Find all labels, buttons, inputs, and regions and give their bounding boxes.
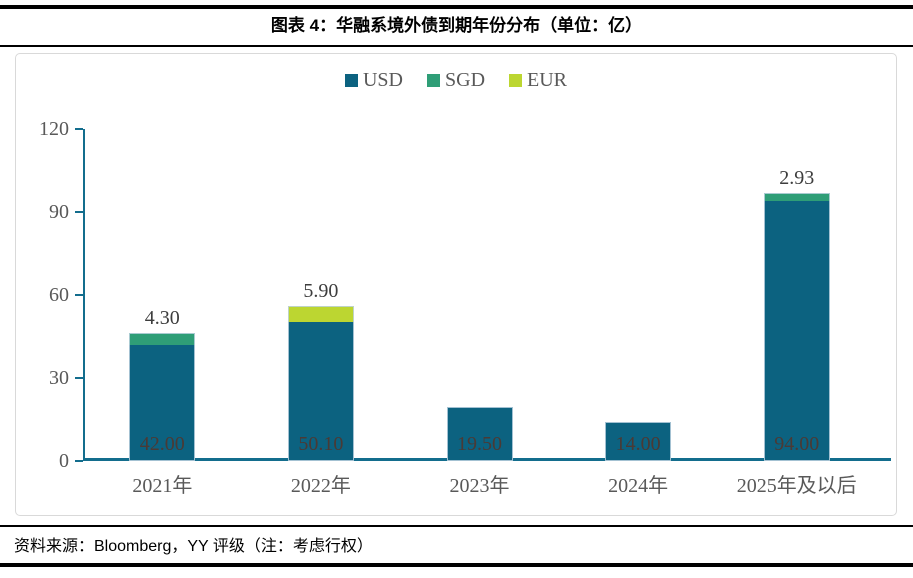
bar-segment-usd: [763, 200, 830, 461]
legend-item-usd: USD: [344, 69, 403, 91]
y-tick-label: 0: [59, 450, 69, 472]
bar-inside-label: 19.50: [457, 433, 502, 455]
bar-segment-usd: [605, 422, 672, 461]
bar-inside-label: 14.00: [615, 433, 661, 455]
source-divider: [0, 525, 913, 527]
legend-label-sgd: SGD: [445, 69, 486, 91]
legend-label-usd: USD: [362, 69, 403, 91]
x-category-label: 2024年: [608, 475, 669, 497]
bar-inside-label: 94.00: [774, 433, 820, 455]
top-rule: [0, 5, 913, 9]
legend-swatch-usd: [344, 73, 358, 87]
y-tick: [75, 377, 83, 379]
y-tick-label: 60: [49, 284, 69, 306]
chart-box: USD SGD EUR 0 30 60 90 120 4.30 42.00 2021年 5.90 50…: [15, 53, 897, 516]
y-tick: [75, 294, 83, 296]
bar-outline: [287, 306, 354, 461]
bar-segment-sgd: [129, 332, 196, 345]
legend-swatch-eur: [509, 73, 523, 87]
bar-inside-label: 42.00: [139, 433, 185, 455]
y-axis-line: [83, 129, 85, 461]
bar-outline: [605, 422, 672, 461]
bar-top-label: 4.30: [144, 306, 180, 329]
bottom-rule: [0, 563, 913, 567]
legend-swatch-sgd: [427, 73, 440, 87]
y-tick-label: 120: [39, 118, 69, 140]
bar-outline: [446, 407, 513, 461]
x-category-label: 2023年: [449, 475, 510, 497]
bar-segment-usd: [446, 407, 513, 461]
bar-inside-label: 50.10: [298, 433, 344, 455]
legend-label-eur: EUR: [527, 69, 568, 91]
plot-area: 0 30 60 90 120 4.30 42.00 2021年 5.90 50.10 2022年 19…: [39, 119, 891, 496]
y-tick: [75, 211, 83, 213]
legend-item-sgd: SGD: [427, 70, 485, 90]
source-text: 资料来源：Bloomberg，YY 评级（注：考虑行权）: [14, 538, 373, 555]
y-tick: [75, 460, 83, 462]
bar-top-label: 2.93: [779, 166, 815, 189]
title-divider: [0, 45, 913, 47]
x-category-label: 2022年: [290, 475, 351, 497]
bar-top-label: 5.90: [303, 280, 339, 303]
bar-outline: [763, 192, 830, 461]
bar-segment-sgd: [763, 192, 830, 201]
bar-segment-usd: [129, 344, 196, 461]
y-tick-label: 30: [49, 367, 69, 389]
bar-segment-usd: [287, 322, 354, 461]
x-category-label: 2025年及以后: [736, 475, 857, 497]
bar-outline: [129, 332, 196, 461]
legend-item-eur: EUR: [509, 70, 567, 90]
x-category-label: 2021年: [132, 475, 193, 497]
legend: USD SGD EUR: [16, 70, 896, 90]
y-tick-label: 90: [49, 201, 69, 223]
bar-segment-eur: [287, 306, 354, 323]
y-tick: [75, 128, 83, 130]
chart-title: 图表 4：华融系境外债到期年份分布（单位：亿）: [270, 16, 643, 35]
